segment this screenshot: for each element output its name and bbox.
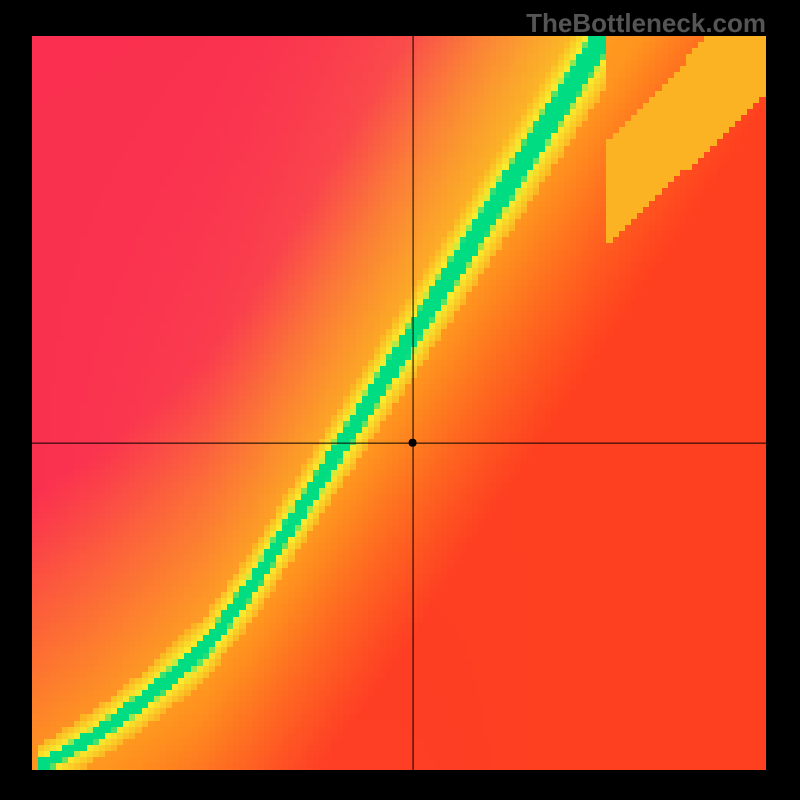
bottleneck-heatmap (32, 36, 766, 770)
chart-frame: { "meta": { "watermark": { "text": "TheB… (0, 0, 800, 800)
watermark-text: TheBottleneck.com (526, 8, 766, 39)
